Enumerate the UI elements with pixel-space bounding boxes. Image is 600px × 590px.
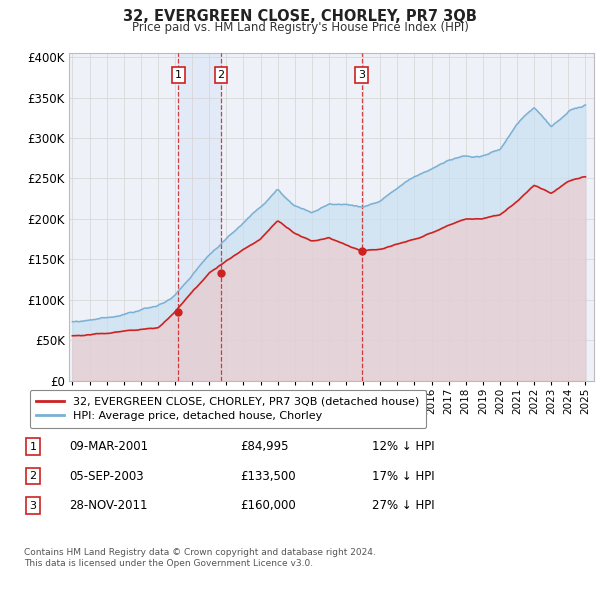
Text: 05-SEP-2003: 05-SEP-2003 xyxy=(69,470,143,483)
Bar xyxy=(178,53,221,381)
Text: 1: 1 xyxy=(29,442,37,451)
Text: £160,000: £160,000 xyxy=(240,499,296,512)
Text: 28-NOV-2011: 28-NOV-2011 xyxy=(69,499,148,512)
Text: 27% ↓ HPI: 27% ↓ HPI xyxy=(372,499,434,512)
Legend: 32, EVERGREEN CLOSE, CHORLEY, PR7 3QB (detached house), HPI: Average price, deta: 32, EVERGREEN CLOSE, CHORLEY, PR7 3QB (d… xyxy=(29,390,426,428)
Text: 17% ↓ HPI: 17% ↓ HPI xyxy=(372,470,434,483)
Text: 2: 2 xyxy=(29,471,37,481)
Text: Contains HM Land Registry data © Crown copyright and database right 2024.
This d: Contains HM Land Registry data © Crown c… xyxy=(24,548,376,568)
Text: £133,500: £133,500 xyxy=(240,470,296,483)
Text: 3: 3 xyxy=(29,501,37,510)
Text: 2: 2 xyxy=(217,70,224,80)
Text: £84,995: £84,995 xyxy=(240,440,289,453)
Text: 32, EVERGREEN CLOSE, CHORLEY, PR7 3QB: 32, EVERGREEN CLOSE, CHORLEY, PR7 3QB xyxy=(123,9,477,24)
Text: 1: 1 xyxy=(175,70,182,80)
Text: 09-MAR-2001: 09-MAR-2001 xyxy=(69,440,148,453)
Text: 3: 3 xyxy=(358,70,365,80)
Text: 12% ↓ HPI: 12% ↓ HPI xyxy=(372,440,434,453)
Text: Price paid vs. HM Land Registry's House Price Index (HPI): Price paid vs. HM Land Registry's House … xyxy=(131,21,469,34)
